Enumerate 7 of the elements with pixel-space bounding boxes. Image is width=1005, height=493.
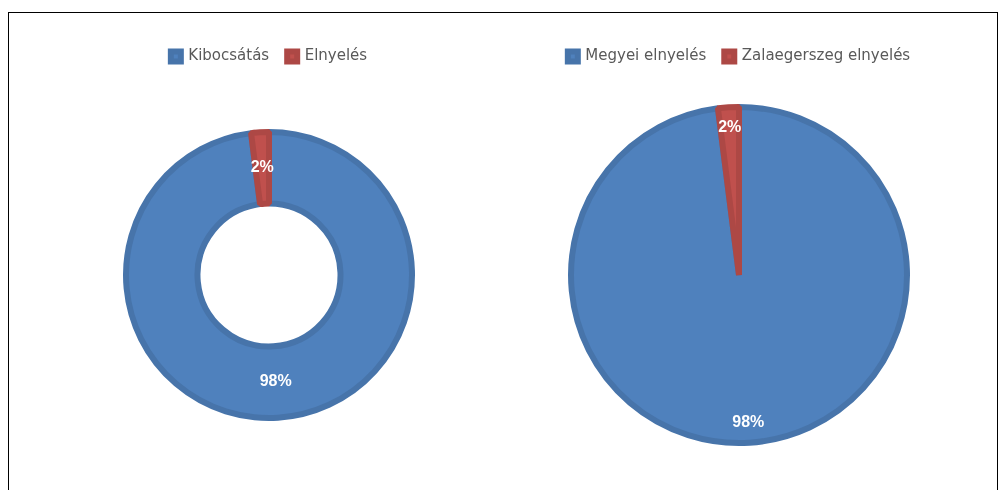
data-label: 98% <box>259 372 292 390</box>
data-label: 98% <box>732 412 765 430</box>
legend-label: Zalaegerszeg elnyelés <box>741 46 911 65</box>
legend-label: Kibocsátás <box>188 46 270 65</box>
legend-label: Elnyelés <box>304 46 368 65</box>
data-label: 2% <box>718 117 742 135</box>
legend-label: Megyei elnyelés <box>585 46 707 65</box>
